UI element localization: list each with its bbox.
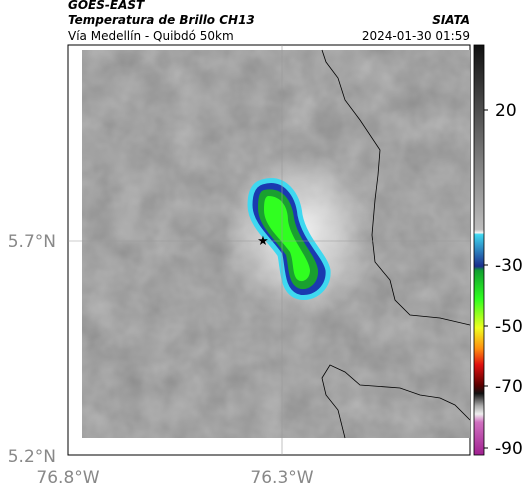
timestamp: 2024-01-30 01:59 xyxy=(362,29,470,43)
city-marker: ★ xyxy=(257,234,269,249)
agency: SIATA xyxy=(432,13,470,27)
lat-label: 5.2°N xyxy=(8,447,56,467)
lon-label: 76.3°W xyxy=(250,468,313,488)
colorbar-label: -70 xyxy=(495,377,523,397)
lon-label: 76.8°W xyxy=(36,468,99,488)
lat-label: 5.7°N xyxy=(8,232,56,252)
satellite-name: GOES-EAST xyxy=(68,0,145,12)
colorbar-ticks xyxy=(484,109,488,449)
colorbar-label: 20 xyxy=(495,101,517,121)
colorbar-label: -30 xyxy=(495,256,523,276)
route: Vía Medellín - Quibdó 50km xyxy=(68,29,234,43)
product-name: Temperatura de Brillo CH13 xyxy=(68,13,255,27)
colorbar-label: -90 xyxy=(495,439,523,459)
border-lines xyxy=(321,49,471,439)
colorbar-label: -50 xyxy=(495,317,523,337)
colorbar xyxy=(473,44,485,456)
storm-cell xyxy=(247,178,331,300)
